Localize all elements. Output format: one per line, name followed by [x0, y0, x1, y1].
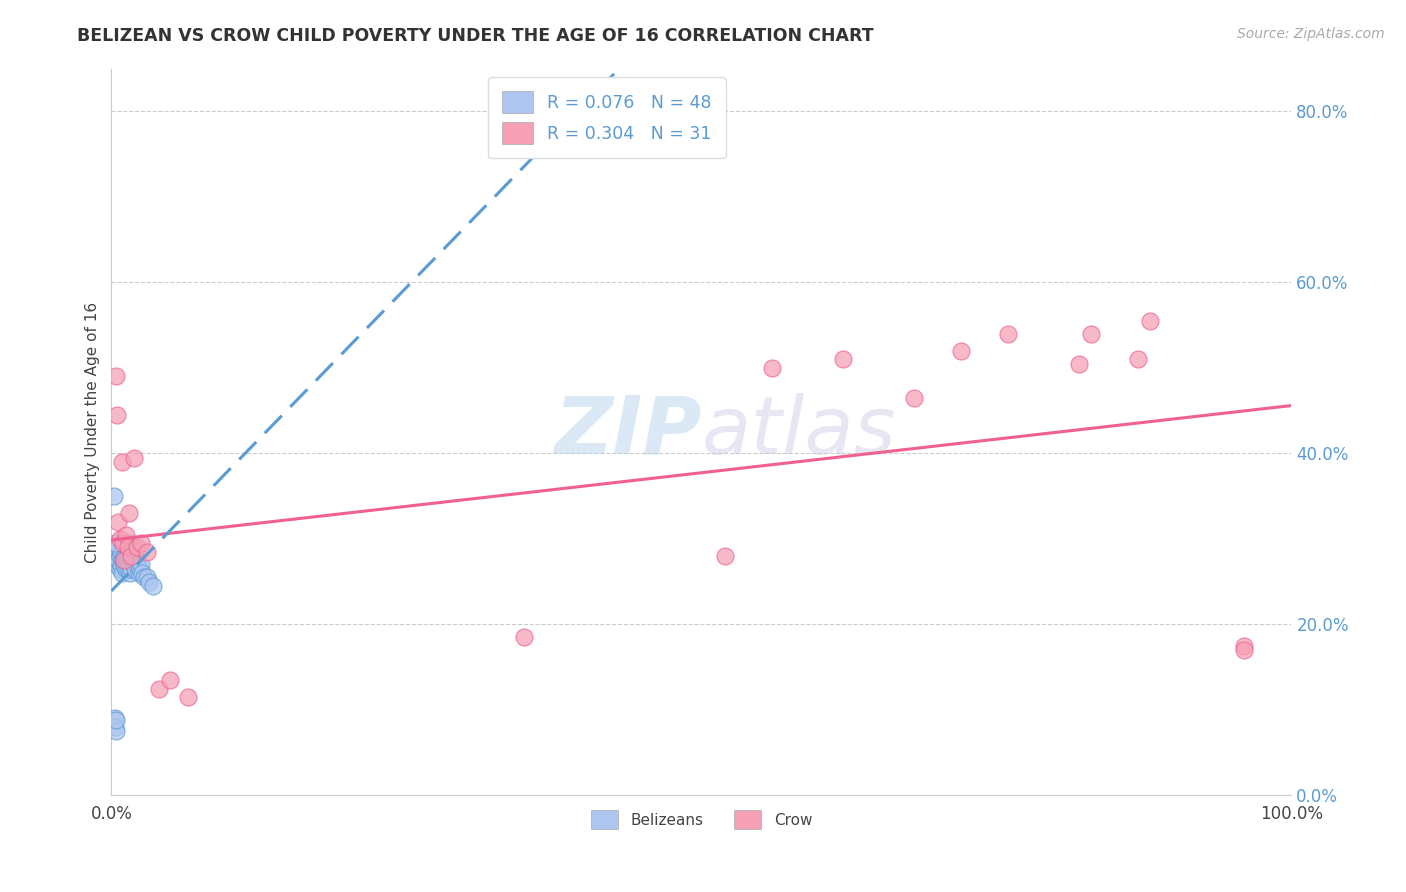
Point — [107, 541, 129, 555]
Point — [110, 558, 132, 572]
Point — [111, 553, 134, 567]
Point — [105, 713, 128, 727]
Point — [105, 408, 128, 422]
Point — [112, 553, 135, 567]
Point — [117, 562, 139, 576]
Text: BELIZEAN VS CROW CHILD POVERTY UNDER THE AGE OF 16 CORRELATION CHART: BELIZEAN VS CROW CHILD POVERTY UNDER THE… — [77, 27, 875, 45]
Point — [104, 711, 127, 725]
Point — [105, 724, 128, 739]
Point — [1126, 352, 1149, 367]
Point — [124, 562, 146, 576]
Point — [177, 690, 200, 704]
Point — [903, 391, 925, 405]
Point — [121, 562, 143, 576]
Point — [128, 566, 150, 580]
Point — [105, 369, 128, 384]
Point — [120, 536, 142, 550]
Point — [124, 549, 146, 563]
Point — [129, 558, 152, 572]
Point — [135, 544, 157, 558]
Point — [131, 566, 153, 580]
Point — [118, 506, 141, 520]
Point — [110, 544, 132, 558]
Point — [114, 549, 136, 563]
Point — [129, 536, 152, 550]
Point — [761, 360, 783, 375]
Point — [120, 566, 142, 580]
Point — [121, 549, 143, 563]
Point — [1233, 639, 1256, 653]
Point — [121, 549, 143, 563]
Text: atlas: atlas — [702, 393, 896, 471]
Point — [108, 532, 131, 546]
Point — [127, 558, 149, 572]
Point — [112, 536, 135, 550]
Point — [121, 553, 143, 567]
Point — [148, 681, 170, 696]
Point — [142, 579, 165, 593]
Point — [103, 489, 125, 503]
Point — [128, 562, 150, 576]
Point — [1080, 326, 1102, 341]
Point — [832, 352, 855, 367]
Point — [118, 558, 141, 572]
Point — [112, 558, 135, 572]
Point — [111, 455, 134, 469]
Point — [127, 541, 149, 555]
Point — [104, 536, 127, 550]
Point — [112, 549, 135, 563]
Point — [115, 553, 138, 567]
Point — [950, 343, 973, 358]
Point — [117, 549, 139, 563]
Point — [122, 558, 145, 572]
Point — [114, 562, 136, 576]
Point — [112, 553, 135, 567]
Point — [105, 544, 128, 558]
Point — [115, 541, 138, 555]
Point — [125, 553, 148, 567]
Legend: Belizeans, Crow: Belizeans, Crow — [585, 805, 818, 835]
Point — [108, 549, 131, 563]
Point — [997, 326, 1019, 341]
Y-axis label: Child Poverty Under the Age of 16: Child Poverty Under the Age of 16 — [86, 301, 100, 563]
Point — [104, 720, 127, 734]
Point — [112, 541, 135, 555]
Text: Source: ZipAtlas.com: Source: ZipAtlas.com — [1237, 27, 1385, 41]
Point — [114, 527, 136, 541]
Text: ZIP: ZIP — [554, 393, 702, 471]
Point — [714, 549, 737, 563]
Point — [117, 541, 139, 555]
Point — [107, 553, 129, 567]
Point — [122, 450, 145, 465]
Point — [108, 562, 131, 576]
Point — [159, 673, 181, 687]
Point — [121, 541, 143, 555]
Point — [135, 570, 157, 584]
Point — [1067, 357, 1090, 371]
Point — [111, 566, 134, 580]
Point — [118, 544, 141, 558]
Point — [1139, 314, 1161, 328]
Point — [112, 536, 135, 550]
Point — [1233, 643, 1256, 657]
Point — [513, 630, 536, 644]
Point — [105, 558, 128, 572]
Point — [138, 574, 160, 589]
Point — [134, 570, 156, 584]
Point — [107, 515, 129, 529]
